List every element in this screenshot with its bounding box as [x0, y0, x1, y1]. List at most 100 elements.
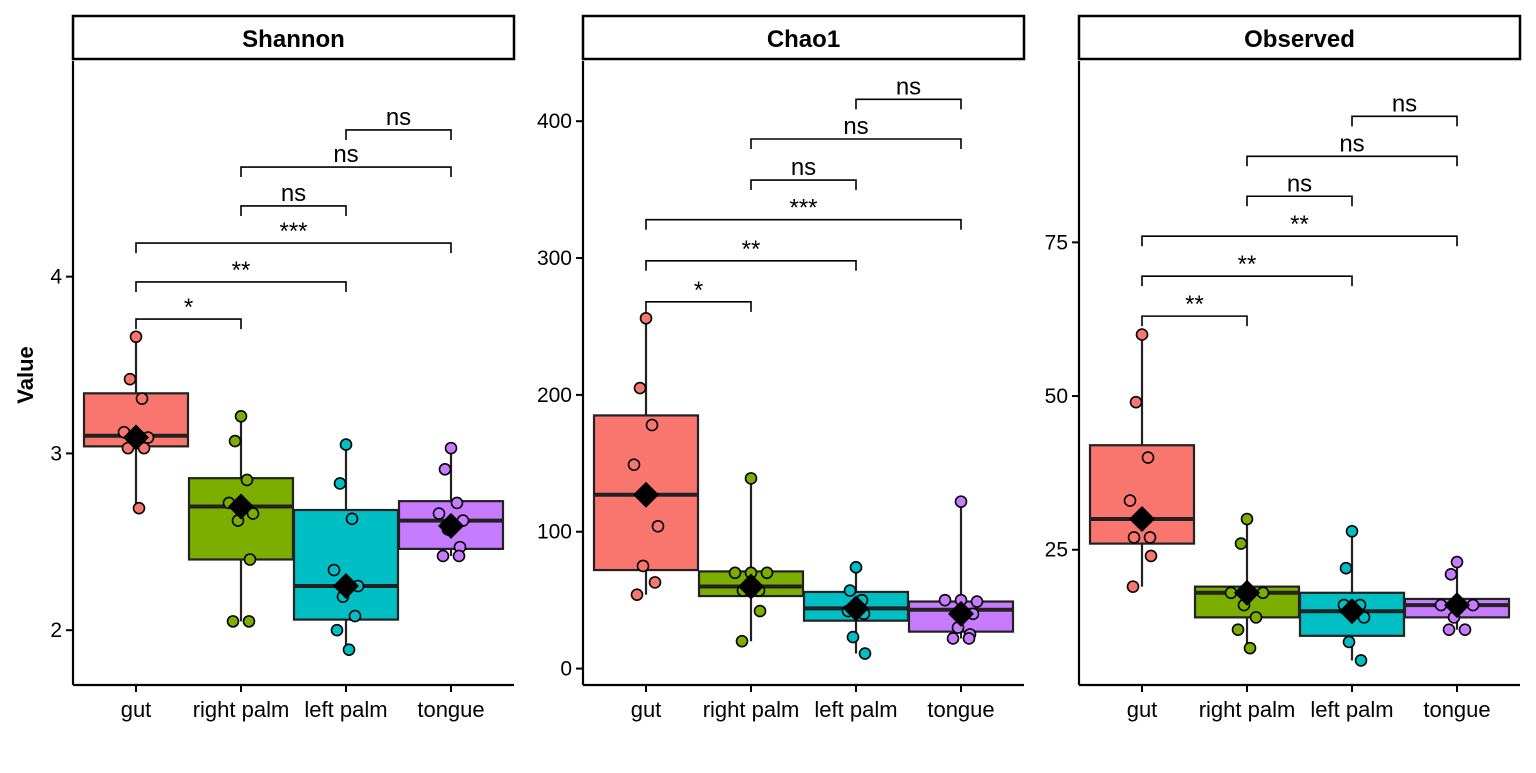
- observed-point-gut: [1126, 580, 1140, 593]
- observed-point-right-palm: [1234, 537, 1248, 550]
- chao1-point-gut: [639, 311, 653, 325]
- chao1-point-tongue: [962, 632, 976, 645]
- chao1-point-tongue: [938, 593, 952, 607]
- chao1-x-tick-label: gut: [631, 697, 662, 722]
- chao1-sig-label: ns: [896, 73, 921, 100]
- shannon-mean-marker-left-palm: [333, 573, 359, 600]
- shannon-x-tick-label: left palm: [304, 697, 387, 722]
- observed-point-tongue: [1444, 568, 1458, 581]
- chao1-sig-bracket: [645, 259, 857, 271]
- observed-sig-bracket: [1351, 115, 1458, 127]
- chao1-point-right-palm: [728, 566, 742, 580]
- shannon-point-tongue: [438, 463, 452, 476]
- shannon-mean-marker-right-palm: [228, 493, 254, 520]
- observed-point-left-palm: [1354, 654, 1368, 667]
- shannon-point-left-palm: [345, 512, 359, 526]
- shannon-mean-marker-gut: [123, 424, 149, 451]
- observed-x-tick-label: gut: [1127, 697, 1158, 722]
- observed-point-left-palm: [1339, 561, 1353, 575]
- shannon-point-right-palm: [234, 410, 248, 423]
- shannon-point-left-palm: [348, 609, 362, 623]
- observed-x-tick-label: tongue: [1423, 697, 1490, 722]
- chao1-point-gut: [633, 381, 647, 395]
- observed-point-left-palm: [1345, 525, 1359, 538]
- chao1-sig-label: ***: [789, 195, 817, 222]
- chao1-x-tick-label: left palm: [814, 697, 897, 722]
- chao1-point-gut: [645, 418, 659, 432]
- chao1-mean-marker-gut: [633, 481, 659, 508]
- chao1-point-gut: [636, 559, 650, 573]
- chao1-sig-label: ns: [791, 154, 816, 181]
- shannon-strip: [71, 14, 516, 61]
- chao1-point-gut: [630, 588, 644, 601]
- observed-y-tick-label: 75: [1045, 231, 1068, 254]
- shannon-y-tick-label: 2: [50, 619, 62, 642]
- observed-y-tick-label: 50: [1045, 385, 1068, 408]
- shannon-box-left-palm: [292, 508, 400, 621]
- shannon-sig-bracket: [135, 242, 452, 254]
- shannon-point-left-palm: [339, 438, 353, 451]
- shannon-point-tongue: [432, 507, 446, 520]
- chao1-point-tongue: [946, 632, 960, 645]
- observed-point-gut: [1141, 451, 1155, 464]
- y-axis-label: Value: [13, 346, 38, 403]
- shannon-sig-bracket: [135, 281, 347, 292]
- shannon-point-right-palm: [246, 507, 260, 520]
- shannon-point-tongue: [436, 549, 450, 563]
- observed-sig-bracket: [1141, 275, 1353, 287]
- chao1-point-left-palm: [849, 561, 863, 574]
- shannon-x-tick-label: tongue: [417, 697, 484, 722]
- observed-point-tongue: [1442, 623, 1456, 636]
- chao1-y-tick-label: 200: [537, 384, 572, 407]
- shannon-x-tick-label: gut: [121, 697, 152, 722]
- shannon-point-gut: [121, 441, 135, 455]
- shannon-point-left-palm: [330, 623, 344, 637]
- shannon-point-right-palm: [228, 434, 242, 448]
- chao1-mean-marker-tongue: [948, 600, 974, 627]
- observed-point-right-palm: [1249, 611, 1263, 624]
- observed-sig-bracket: [1141, 315, 1248, 327]
- observed-sig-label: **: [1185, 291, 1204, 318]
- observed-strip: [1077, 14, 1522, 61]
- shannon-sig-label: ns: [281, 180, 306, 207]
- chao1-point-tongue: [954, 495, 968, 508]
- chao1-point-left-palm: [858, 647, 872, 660]
- observed-point-gut: [1123, 494, 1137, 507]
- chao1-x-tick-label: right palm: [703, 697, 800, 722]
- observed-point-gut: [1127, 531, 1141, 544]
- chao1-point-left-palm: [846, 630, 860, 644]
- chao1-sig-label: **: [742, 236, 761, 263]
- observed-mean-marker-gut: [1129, 506, 1155, 533]
- shannon-point-gut: [135, 392, 149, 405]
- observed-point-left-palm: [1342, 635, 1356, 649]
- observed-sig-label: ns: [1339, 130, 1364, 157]
- chao1-y-tick-label: 300: [537, 247, 572, 270]
- observed-mean-marker-left-palm: [1339, 598, 1365, 625]
- observed-point-right-palm: [1243, 641, 1257, 655]
- chao1-sig-bracket: [645, 301, 752, 312]
- shannon-point-tongue: [450, 496, 464, 510]
- observed-point-tongue: [1450, 555, 1464, 569]
- shannon-point-gut: [129, 330, 143, 344]
- chao1-point-gut: [651, 519, 665, 533]
- shannon-mean-marker-tongue: [438, 512, 464, 539]
- observed-sig-label: ns: [1287, 170, 1312, 197]
- chao1-x-tick-label: tongue: [927, 697, 994, 722]
- observed-mean-marker-tongue: [1444, 592, 1470, 619]
- observed-point-gut: [1135, 328, 1149, 341]
- shannon-sig-label: ns: [386, 104, 411, 131]
- shannon-point-left-palm: [333, 477, 347, 490]
- chao1-sig-label: ns: [843, 113, 868, 140]
- chao1-sig-label: *: [694, 277, 703, 304]
- chao1-sig-bracket: [750, 179, 857, 191]
- shannon-point-left-palm: [327, 563, 341, 577]
- shannon-strip-title: Shannon: [242, 26, 345, 53]
- observed-sig-label: **: [1290, 211, 1309, 238]
- chao1-strip: [581, 14, 1026, 61]
- shannon-sig-bracket: [345, 129, 452, 140]
- observed-mean-marker-right-palm: [1234, 579, 1260, 606]
- shannon-point-right-palm: [242, 615, 256, 628]
- chao1-point-gut: [627, 458, 641, 471]
